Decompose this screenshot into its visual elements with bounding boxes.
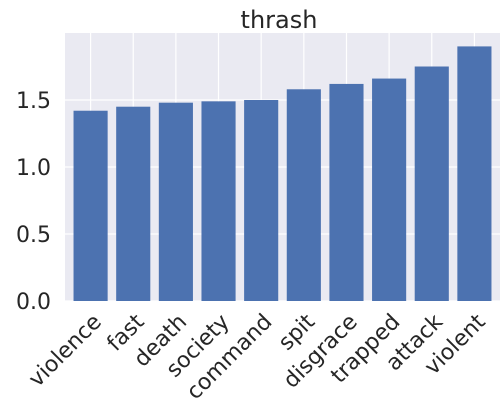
- bar-fast: [116, 106, 151, 301]
- y-tick-label: 0.0: [16, 290, 51, 315]
- bar-violent: [457, 46, 492, 302]
- y-tick-label: 1.5: [16, 89, 51, 114]
- y-tick-labels: 0.0 0.5 1.0 1.5: [16, 89, 51, 315]
- bar-trapped: [372, 78, 407, 301]
- bars: [73, 46, 492, 302]
- y-tick-label: 0.5: [16, 223, 51, 248]
- bar-society: [201, 101, 236, 301]
- bar-death: [158, 102, 193, 302]
- chart-title: thrash: [241, 6, 318, 34]
- x-tick-labels: violencefastdeathsocietycommandspitdisgr…: [24, 309, 491, 405]
- bar-violence: [73, 110, 108, 301]
- bar-disgrace: [329, 83, 364, 301]
- bar-spit: [286, 89, 321, 301]
- x-tick-label-violence: violence: [24, 310, 107, 393]
- bar-command: [244, 100, 279, 301]
- y-tick-label: 1.0: [16, 156, 51, 181]
- bar-attack: [414, 66, 449, 301]
